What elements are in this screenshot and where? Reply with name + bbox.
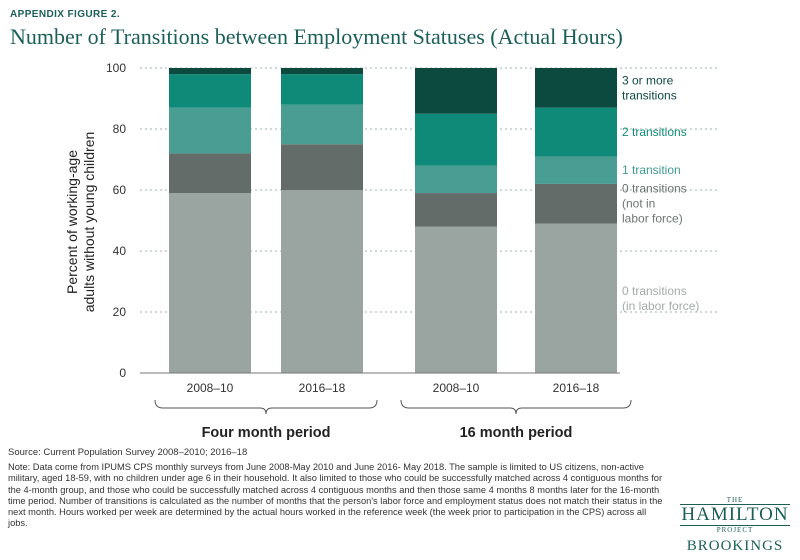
y-tick-label: 20 (113, 305, 127, 319)
y-axis-label: Percent of working-ageadults without you… (64, 132, 97, 313)
legend-label: 3 or more (622, 73, 674, 87)
bar-segment (169, 107, 251, 154)
legend-label: (in labor force) (622, 299, 699, 313)
stacked-bar-chart: 0 20 40 60 80 100 Percent of working-ageadults… (64, 61, 718, 441)
group-label: Four month period (202, 425, 331, 441)
axes: 0 20 40 60 80 100 Percent of working-ageadults… (64, 61, 632, 441)
bar-segment (169, 74, 251, 108)
bar-segment (281, 104, 363, 145)
x-tick-label: 2016–18 (299, 381, 346, 395)
logo-brookings: BROOKINGS (686, 538, 784, 554)
legend-label: 2 transitions (622, 125, 687, 139)
logo-project: PROJECT (716, 526, 754, 534)
group-label: 16 month period (460, 425, 573, 441)
bar-segment (415, 68, 497, 114)
legend-label: (not in (622, 197, 655, 211)
x-tick-label: 2008–10 (433, 381, 480, 395)
bar-segment (281, 190, 363, 373)
logo-hamilton: HAMILTON (680, 504, 790, 526)
group-brace (400, 399, 632, 415)
x-tick-label: 2008–10 (187, 381, 234, 395)
bar-segment (281, 68, 363, 75)
logo-the: THE (726, 496, 744, 504)
bars (169, 68, 617, 373)
y-tick-label: 100 (106, 61, 126, 75)
legend: 0 transitions(in labor force)0 transitio… (622, 73, 699, 312)
legend-label: 1 transition (622, 163, 681, 177)
y-tick-label: 60 (113, 183, 127, 197)
source-note: Source: Current Population Survey 2008–2… (8, 447, 248, 458)
y-tick-label: 80 (113, 122, 127, 136)
bar-segment (535, 223, 617, 373)
bar-segment (415, 113, 497, 166)
legend-label: 0 transitions (622, 284, 687, 298)
bar-segment (281, 74, 363, 105)
bar-segment (169, 153, 251, 194)
bar-segment (415, 193, 497, 227)
bar-segment (415, 165, 497, 194)
hamilton-brookings-logo: THE HAMILTON PROJECT BROOKINGS (676, 496, 794, 556)
group-brace (154, 399, 378, 415)
y-tick-label: 40 (113, 244, 127, 258)
figure-label: APPENDIX FIGURE 2. (10, 9, 120, 20)
bar-segment (281, 144, 363, 190)
bar-segment (169, 193, 251, 373)
bar-segment (169, 68, 251, 75)
bar-segment (535, 107, 617, 157)
chart-title: Number of Transitions between Employment… (10, 24, 623, 49)
legend-label: transitions (622, 88, 677, 102)
legend-label: 0 transitions (622, 182, 687, 196)
y-tick-label: 0 (119, 366, 126, 380)
bar-segment (535, 183, 617, 224)
bar-segment (415, 226, 497, 373)
data-note: Note: Data come from IPUMS CPS monthly s… (8, 462, 663, 529)
x-tick-label: 2016–18 (553, 381, 600, 395)
bar-segment (535, 68, 617, 108)
bar-segment (535, 156, 617, 184)
legend-label: labor force) (622, 212, 683, 226)
